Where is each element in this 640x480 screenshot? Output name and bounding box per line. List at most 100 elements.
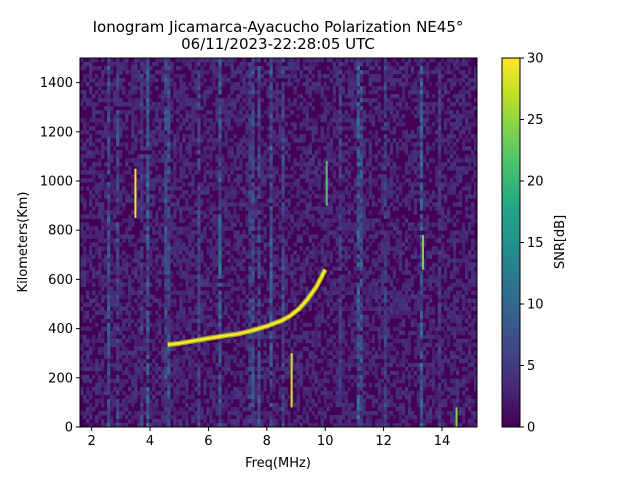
heatmap-cell [176,234,180,239]
heatmap-cell [152,134,156,139]
heatmap-cell [293,266,297,271]
heatmap-cell [242,286,246,291]
heatmap-cell [272,354,276,360]
heatmap-cell [95,358,99,364]
heatmap-cell [314,390,318,396]
heatmap-cell [254,114,258,119]
heatmap-cell [218,150,222,155]
heatmap-cell [197,342,201,348]
heatmap-cell [284,150,288,155]
heatmap-cell [191,282,195,287]
heatmap-cell [233,358,237,364]
heatmap-cell [194,66,198,71]
heatmap-cell [332,162,336,167]
heatmap-cell [80,270,84,275]
heatmap-cell [104,282,108,287]
heatmap-cell [257,186,261,191]
heatmap-cell [308,182,312,187]
heatmap-cell [212,206,216,211]
heatmap-cell [233,106,237,111]
heatmap-cell [314,354,318,360]
heatmap-cell [323,134,327,139]
heatmap-cell [161,154,165,159]
heatmap-cell [236,86,240,91]
heatmap-cell [179,358,183,364]
heatmap-cell [107,254,111,259]
heatmap-cell [89,258,93,263]
heatmap-cell [206,398,210,404]
heatmap-cell [173,422,177,427]
heatmap-cell [296,382,300,388]
heatmap-cell [338,302,342,307]
heatmap-cell [143,346,147,352]
heatmap-cell [128,110,132,115]
heatmap-cell [302,118,306,123]
heatmap-cell [95,414,99,420]
heatmap-cell [203,306,207,311]
heatmap-cell [293,134,297,139]
heatmap-cell [146,70,150,75]
heatmap-cell [188,374,192,380]
heatmap-cell [248,238,252,243]
heatmap-cell [218,130,222,135]
heatmap-cell [113,222,117,227]
heatmap-cell [341,214,345,219]
heatmap-cell [251,202,255,207]
heatmap-cell [167,118,171,123]
heatmap-cell [185,174,189,179]
heatmap-cell [317,114,321,119]
heatmap-cell [131,350,135,356]
heatmap-cell [137,202,141,207]
heatmap-cell [140,314,144,320]
heatmap-cell [140,286,144,291]
heatmap-cell [164,202,168,207]
heatmap-cell [92,126,96,131]
heatmap-cell [122,62,126,67]
heatmap-cell [233,338,237,344]
heatmap-cell [110,390,114,396]
heatmap-cell [116,406,120,412]
heatmap-cell [320,222,324,227]
heatmap-cell [212,102,216,107]
heatmap-cell [158,350,162,356]
heatmap-cell [161,258,165,263]
heatmap-cell [272,422,276,427]
heatmap-cell [266,174,270,179]
heatmap-cell [113,246,117,251]
heatmap-cell [95,146,99,151]
heatmap-cell [341,278,345,283]
heatmap-cell [113,386,117,392]
heatmap-cell [131,98,135,103]
heatmap-cell [173,186,177,191]
heatmap-cell [266,330,270,336]
heatmap-cell [299,378,303,384]
heatmap-cell [221,186,225,191]
heatmap-cell [92,166,96,171]
heatmap-cell [218,186,222,191]
heatmap-cell [254,366,258,372]
heatmap-cell [113,94,117,99]
heatmap-cell [254,246,258,251]
heatmap-cell [257,418,261,424]
heatmap-cell [137,370,141,376]
heatmap-cell [242,418,246,424]
heatmap-cell [311,178,315,183]
heatmap-cell [221,98,225,103]
heatmap-cell [230,126,234,131]
heatmap-cell [197,118,201,123]
heatmap-cell [245,318,249,324]
heatmap-cell [338,70,342,75]
heatmap-cell [269,110,273,115]
heatmap-cell [245,74,249,79]
heatmap-cell [98,206,102,211]
heatmap-cell [248,126,252,131]
heatmap-cell [197,106,201,111]
heatmap-cell [230,202,234,207]
heatmap-cell [182,318,186,324]
heatmap-cell [206,170,210,175]
heatmap-cell [332,290,336,295]
heatmap-cell [116,82,120,87]
heatmap-cell [242,398,246,404]
heatmap-cell [335,314,339,320]
heatmap-cell [191,106,195,111]
